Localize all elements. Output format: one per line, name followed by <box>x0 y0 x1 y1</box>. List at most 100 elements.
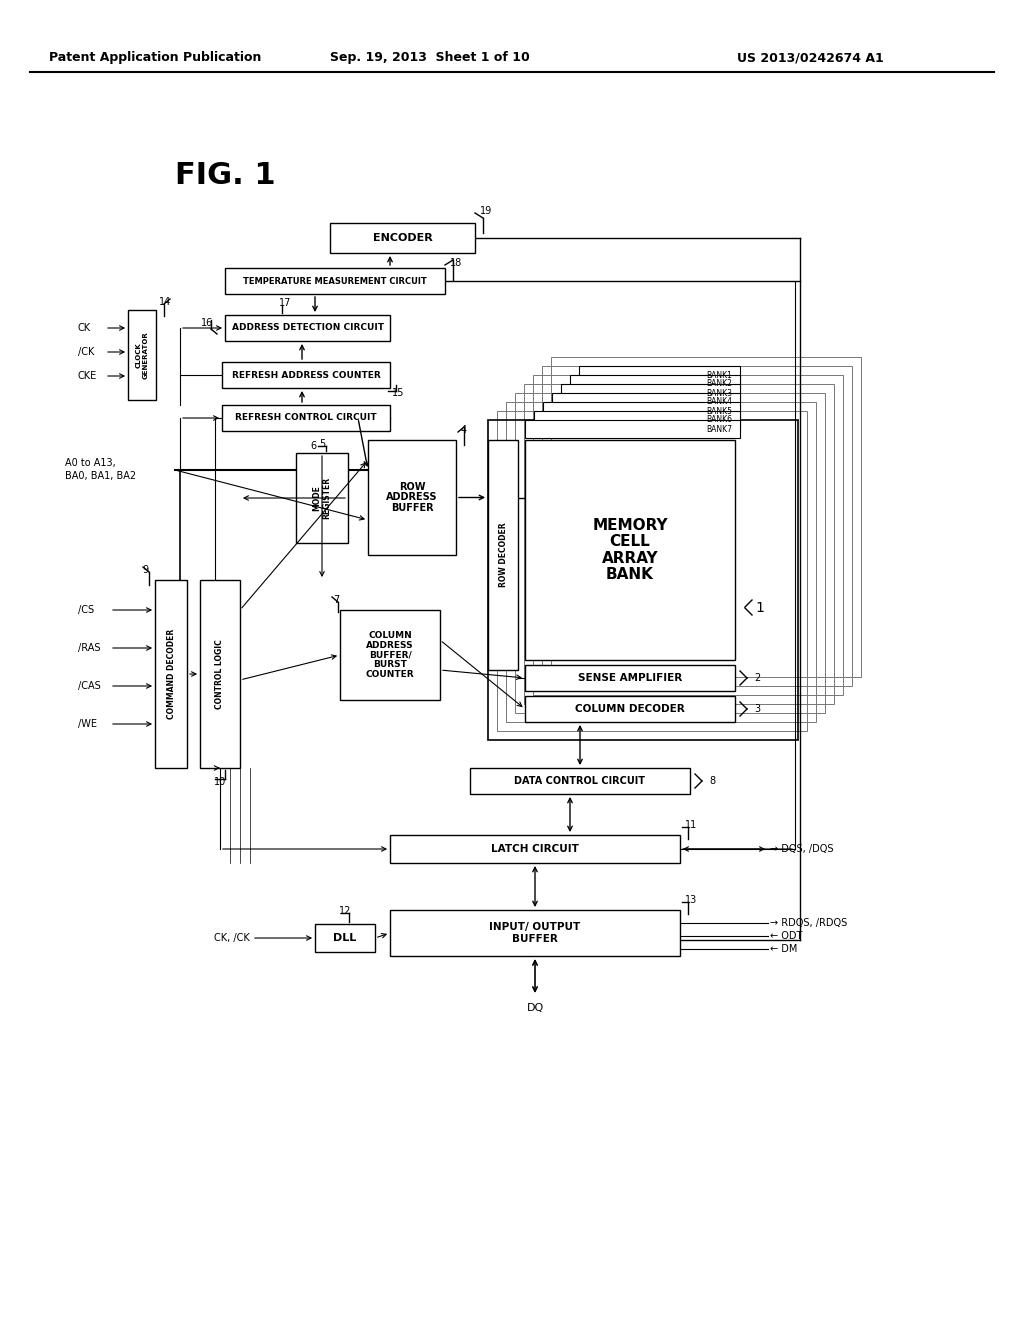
Text: BANK5: BANK5 <box>706 407 732 416</box>
Text: CLOCK
GENERATOR: CLOCK GENERATOR <box>135 331 148 379</box>
Bar <box>390 836 680 863</box>
Text: → DQS, /DQS: → DQS, /DQS <box>770 843 834 854</box>
Bar <box>561 384 740 403</box>
Text: BANK6: BANK6 <box>706 416 732 425</box>
Text: 4: 4 <box>461 425 467 436</box>
Bar <box>551 356 861 677</box>
Text: CK, /CK: CK, /CK <box>214 933 250 942</box>
Text: COLUMN DECODER: COLUMN DECODER <box>575 704 685 714</box>
Bar <box>315 924 375 952</box>
Text: CONTROL LOGIC: CONTROL LOGIC <box>215 639 224 709</box>
Text: /CAS: /CAS <box>78 681 100 690</box>
Text: ROW DECODER: ROW DECODER <box>499 523 508 587</box>
Text: ADDRESS: ADDRESS <box>367 640 414 649</box>
Text: ROW: ROW <box>398 482 425 492</box>
Text: 12: 12 <box>339 906 351 916</box>
Bar <box>222 405 390 432</box>
Bar <box>225 268 445 294</box>
Text: 6: 6 <box>310 441 316 451</box>
Text: COLUMN: COLUMN <box>368 631 412 640</box>
Bar <box>534 411 740 429</box>
Text: DLL: DLL <box>334 933 356 942</box>
Text: → RDQS, /RDQS: → RDQS, /RDQS <box>770 917 847 928</box>
Bar <box>579 366 740 384</box>
Text: A0 to A13,: A0 to A13, <box>65 458 116 469</box>
Text: /CK: /CK <box>78 347 94 356</box>
Bar <box>155 579 187 768</box>
Text: 14: 14 <box>159 297 171 308</box>
Text: BANK3: BANK3 <box>706 388 732 397</box>
Bar <box>506 403 816 722</box>
Text: MEMORY: MEMORY <box>592 517 668 533</box>
Text: ENCODER: ENCODER <box>373 234 432 243</box>
Text: ARRAY: ARRAY <box>602 550 658 566</box>
Text: BUFFER/: BUFFER/ <box>369 651 412 660</box>
Bar <box>570 375 740 393</box>
Text: 19: 19 <box>480 206 493 216</box>
Text: LATCH CIRCUIT: LATCH CIRCUIT <box>492 843 579 854</box>
Bar <box>515 393 825 713</box>
Text: /CS: /CS <box>78 605 94 615</box>
Bar <box>552 393 740 411</box>
Bar <box>524 384 834 704</box>
Bar <box>488 440 518 671</box>
Bar <box>525 440 735 660</box>
Text: REFRESH ADDRESS COUNTER: REFRESH ADDRESS COUNTER <box>231 371 380 380</box>
Text: FIG. 1: FIG. 1 <box>175 161 275 190</box>
Text: ADDRESS DETECTION CIRCUIT: ADDRESS DETECTION CIRCUIT <box>231 323 384 333</box>
Text: Patent Application Publication: Patent Application Publication <box>49 51 261 65</box>
Text: BANK: BANK <box>606 568 654 582</box>
Bar <box>542 366 852 686</box>
Text: ← DM: ← DM <box>770 944 798 954</box>
Text: DATA CONTROL CIRCUIT: DATA CONTROL CIRCUIT <box>514 776 645 785</box>
Text: BANK1: BANK1 <box>707 371 732 380</box>
Text: TEMPERATURE MEASUREMENT CIRCUIT: TEMPERATURE MEASUREMENT CIRCUIT <box>243 276 427 285</box>
Text: 15: 15 <box>392 388 404 399</box>
Bar <box>525 696 735 722</box>
Text: ← ODT: ← ODT <box>770 931 803 941</box>
Bar <box>296 453 348 543</box>
Text: BANK7: BANK7 <box>706 425 732 433</box>
Text: DQ: DQ <box>526 1003 544 1012</box>
Text: COMMAND DECODER: COMMAND DECODER <box>167 628 175 719</box>
Text: 17: 17 <box>279 298 291 308</box>
Text: INPUT/ OUTPUT: INPUT/ OUTPUT <box>489 923 581 932</box>
Bar <box>525 665 735 690</box>
Text: BUFFER: BUFFER <box>512 933 558 944</box>
Text: BANK2: BANK2 <box>707 380 732 388</box>
Text: 3: 3 <box>754 704 760 714</box>
Bar <box>488 420 798 741</box>
Bar <box>340 610 440 700</box>
Text: 8: 8 <box>709 776 715 785</box>
Text: 1: 1 <box>756 601 765 615</box>
Text: 18: 18 <box>450 257 462 268</box>
Bar <box>222 362 390 388</box>
Bar <box>497 411 807 731</box>
Text: 13: 13 <box>685 895 697 906</box>
Bar <box>128 310 156 400</box>
Text: BANK4: BANK4 <box>706 397 732 407</box>
Text: Sep. 19, 2013  Sheet 1 of 10: Sep. 19, 2013 Sheet 1 of 10 <box>330 51 529 65</box>
Text: BURST: BURST <box>373 660 407 669</box>
Text: /WE: /WE <box>78 719 97 729</box>
Text: /RAS: /RAS <box>78 643 100 653</box>
Text: ADDRESS: ADDRESS <box>386 492 437 503</box>
Text: CKE: CKE <box>78 371 97 381</box>
Text: 11: 11 <box>685 820 697 830</box>
Text: 9: 9 <box>142 565 148 576</box>
Bar <box>525 420 740 438</box>
Text: 2: 2 <box>754 673 760 682</box>
Text: SENSE AMPLIFIER: SENSE AMPLIFIER <box>578 673 682 682</box>
Text: CK: CK <box>78 323 91 333</box>
Text: US 2013/0242674 A1: US 2013/0242674 A1 <box>736 51 884 65</box>
Text: MODE
REGISTER: MODE REGISTER <box>312 477 332 519</box>
Bar <box>330 223 475 253</box>
Text: COUNTER: COUNTER <box>366 671 415 678</box>
Bar <box>225 315 390 341</box>
Text: BUFFER: BUFFER <box>391 503 433 513</box>
Text: 16: 16 <box>201 318 213 327</box>
Text: 5: 5 <box>318 440 326 449</box>
Bar <box>200 579 240 768</box>
Text: 10: 10 <box>214 777 226 787</box>
Bar <box>534 375 843 696</box>
